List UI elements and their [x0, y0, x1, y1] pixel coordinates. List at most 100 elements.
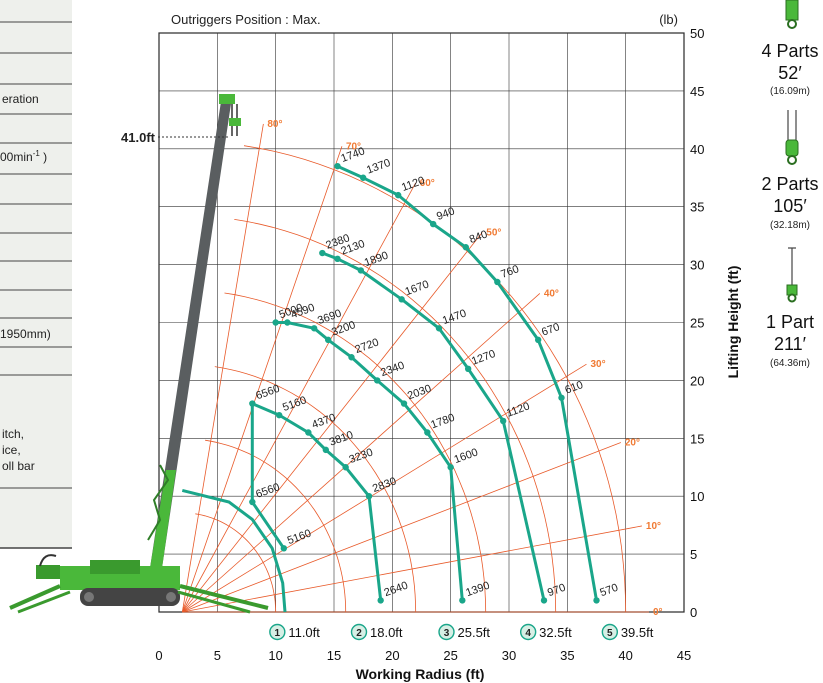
load-curve-2: [275, 321, 464, 601]
boom-length-badge: [601, 623, 619, 641]
x-tick-label: 30: [502, 648, 516, 663]
load-point: [348, 354, 355, 361]
parts-4-label: 4 Parts: [761, 41, 818, 61]
boom-length-index: 5: [607, 628, 613, 639]
height-marker: 41.0ft: [121, 130, 228, 145]
load-value-label: 1780: [429, 412, 456, 432]
hook-1-part-icon: [786, 247, 798, 303]
angle-label: 60°: [420, 178, 435, 189]
crawler-track: [80, 588, 180, 606]
angle-label: 40°: [544, 288, 559, 299]
load-value-label: 2720: [353, 336, 380, 356]
spec-text-operation: eration: [2, 92, 39, 106]
parts-4-metric: (16.09m): [770, 86, 810, 97]
load-value-label: 970: [546, 582, 567, 600]
x-tick-label: 5: [214, 648, 221, 663]
boom-length-label: 32.5ft: [539, 625, 572, 640]
parts-4-length: 52′: [778, 63, 802, 83]
load-point: [334, 162, 341, 170]
angle-rays: 80° 70° 60° 50° 40° 30° 20° 10° 0°: [181, 119, 663, 618]
y-tick-label: 25: [690, 316, 704, 331]
angle-label: 20°: [625, 437, 640, 448]
load-point: [305, 429, 312, 436]
y-axis-label: Lifting Height (ft): [725, 266, 741, 379]
load-point: [424, 429, 431, 436]
load-point: [462, 244, 470, 251]
load-point: [464, 365, 472, 373]
load-value-label: 940: [435, 205, 456, 223]
angle-label: 0°: [653, 607, 663, 618]
hook-4-parts-icon: [785, 0, 799, 29]
load-point: [499, 417, 507, 425]
load-point: [373, 377, 381, 384]
height-marker-label: 41.0ft: [121, 130, 156, 145]
unit-label: (lb): [659, 12, 678, 27]
spec-text-switch: itch,: [2, 427, 24, 441]
parts-1-length: 211′: [774, 334, 807, 354]
radius-arc: [224, 292, 487, 613]
load-point: [365, 493, 373, 500]
boom-length-label: 18.0ft: [370, 625, 403, 640]
load-point: [593, 597, 600, 604]
boom-length-index: 4: [525, 628, 531, 639]
x-tick-label: 10: [268, 648, 282, 663]
x-tick-label: 45: [677, 648, 691, 663]
chart-title: Outriggers Position : Max.: [171, 12, 321, 27]
load-value-label: 5160: [281, 394, 308, 414]
x-tick-label: 15: [327, 648, 341, 663]
x-tick-labels: 0 5 10 15 20 25 30 35 40 45: [155, 648, 691, 663]
parts-1-metric: (64.36m): [770, 358, 810, 369]
load-point: [400, 400, 408, 407]
y-tick-label: 35: [690, 200, 704, 215]
load-point: [249, 498, 256, 506]
load-value-label: 6560: [254, 481, 281, 501]
x-tick-label: 35: [560, 648, 574, 663]
y-tick-label: 40: [690, 142, 704, 157]
reeving-panel: 4 Parts 52′ (16.09m) 2 Parts 105′ (32.18…: [761, 0, 819, 369]
load-point: [377, 597, 384, 604]
load-point: [558, 394, 565, 401]
angle-label: 10°: [646, 521, 661, 532]
x-tick-label: 20: [385, 648, 399, 663]
load-point: [280, 545, 288, 552]
boom-length-badge: [350, 623, 368, 641]
spec-table-fragment: eration 00min-1 ) 1950mm) itch, ice, oll…: [0, 0, 72, 549]
load-point: [334, 255, 341, 263]
load-value-label: 2340: [379, 360, 406, 380]
boom-length-label: 11.0ft: [288, 625, 320, 640]
load-value-label: 2830: [371, 475, 398, 495]
load-value-label: 5160: [286, 527, 313, 547]
load-value-label: 760: [499, 263, 520, 281]
spec-text-device: ice,: [2, 443, 21, 457]
boom-length-badge: [269, 623, 286, 641]
y-tick-label: 0: [690, 605, 697, 620]
load-value-label: 2030: [406, 383, 433, 403]
x-tick-label: 25: [443, 648, 457, 663]
x-tick-label: 0: [155, 648, 162, 663]
boom-length-index: 3: [444, 628, 450, 639]
angle-label: 80°: [267, 119, 282, 130]
spec-text-width: 1950mm): [0, 327, 51, 341]
y-tick-label: 5: [690, 547, 697, 562]
parts-1-label: 1 Part: [766, 312, 814, 332]
angle-label: 70°: [346, 141, 361, 152]
boom-length-badges: 1 11.0ft 2 18.0ft 3 25.5ft 4 32.5ft 5 39.5ft: [269, 623, 654, 641]
load-point: [534, 336, 542, 344]
load-value-label: 610: [563, 379, 584, 397]
load-point: [459, 597, 466, 604]
parts-2-metric: (32.18m): [770, 220, 810, 231]
load-point: [394, 191, 402, 199]
boom: [150, 95, 232, 568]
load-value-label: 6560: [254, 383, 281, 403]
load-value-label: 1270: [470, 348, 497, 368]
boom-length-badge: [519, 623, 537, 641]
load-point: [322, 446, 330, 454]
load-point: [275, 411, 283, 419]
load-value-label: 3810: [328, 429, 355, 449]
load-point: [447, 464, 454, 471]
load-value-label: 1740: [339, 145, 366, 165]
crane-illustration: [9, 94, 269, 614]
load-point: [284, 319, 291, 326]
load-point: [435, 325, 443, 332]
